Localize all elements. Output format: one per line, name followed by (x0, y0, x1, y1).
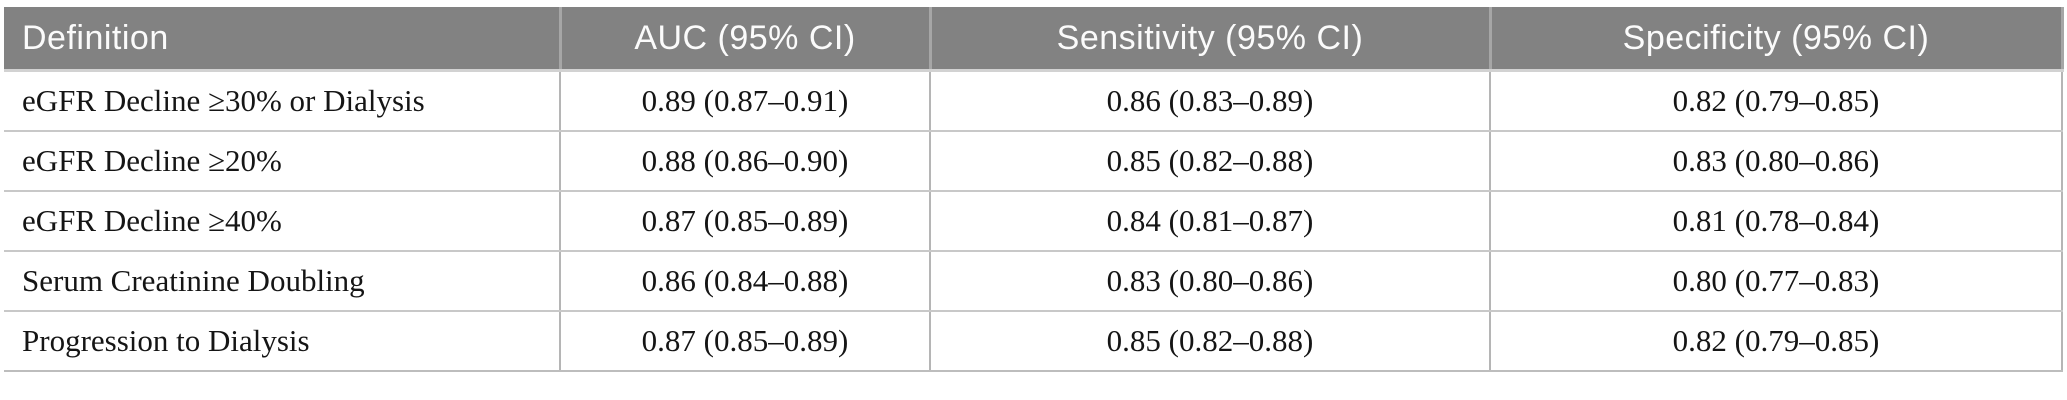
table-row: Progression to Dialysis 0.87 (0.85–0.89)… (4, 311, 2063, 372)
cell-sensitivity: 0.85 (0.82–0.88) (930, 311, 1491, 372)
cell-definition: Serum Creatinine Doubling (4, 251, 561, 312)
cell-sensitivity: 0.84 (0.81–0.87) (930, 191, 1491, 252)
column-header-specificity: Specificity (95% CI) (1490, 7, 2064, 72)
table-row: eGFR Decline ≥30% or Dialysis 0.89 (0.87… (4, 70, 2063, 132)
cell-specificity: 0.81 (0.78–0.84) (1490, 191, 2063, 252)
cell-sensitivity: 0.86 (0.83–0.89) (930, 70, 1491, 132)
table-row: eGFR Decline ≥40% 0.87 (0.85–0.89) 0.84 … (4, 191, 2063, 252)
cell-auc: 0.88 (0.86–0.90) (560, 131, 931, 192)
diagnostic-performance-table: Definition AUC (95% CI) Sensitivity (95%… (4, 7, 2064, 372)
cell-auc: 0.86 (0.84–0.88) (560, 251, 931, 312)
cell-specificity: 0.82 (0.79–0.85) (1490, 311, 2063, 372)
cell-specificity: 0.80 (0.77–0.83) (1490, 251, 2063, 312)
cell-definition: Progression to Dialysis (4, 311, 561, 372)
cell-sensitivity: 0.83 (0.80–0.86) (930, 251, 1491, 312)
cell-sensitivity: 0.85 (0.82–0.88) (930, 131, 1491, 192)
table-row: Serum Creatinine Doubling 0.86 (0.84–0.8… (4, 251, 2063, 312)
cell-auc: 0.87 (0.85–0.89) (560, 191, 931, 252)
column-header-definition: Definition (4, 7, 562, 72)
cell-specificity: 0.83 (0.80–0.86) (1490, 131, 2063, 192)
cell-auc: 0.89 (0.87–0.91) (560, 70, 931, 132)
column-header-auc: AUC (95% CI) (560, 7, 932, 72)
cell-auc: 0.87 (0.85–0.89) (560, 311, 931, 372)
table-row: eGFR Decline ≥20% 0.88 (0.86–0.90) 0.85 … (4, 131, 2063, 192)
header-row: Definition AUC (95% CI) Sensitivity (95%… (4, 7, 2064, 72)
table-body: eGFR Decline ≥30% or Dialysis 0.89 (0.87… (4, 70, 2063, 372)
cell-definition: eGFR Decline ≥20% (4, 131, 561, 192)
cell-specificity: 0.82 (0.79–0.85) (1490, 70, 2063, 132)
cell-definition: eGFR Decline ≥30% or Dialysis (4, 70, 561, 132)
column-header-sensitivity: Sensitivity (95% CI) (930, 7, 1492, 72)
results-table-container: Definition AUC (95% CI) Sensitivity (95%… (4, 7, 2064, 372)
table-header: Definition AUC (95% CI) Sensitivity (95%… (4, 7, 2064, 72)
cell-definition: eGFR Decline ≥40% (4, 191, 561, 252)
